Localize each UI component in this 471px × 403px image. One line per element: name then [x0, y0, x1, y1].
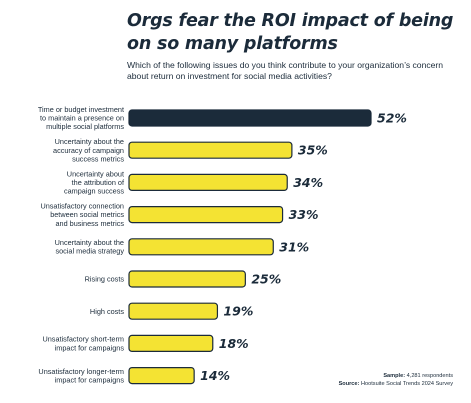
category-label-2: Uncertainty about the accuracy of campaig…	[53, 137, 124, 163]
chart-title: Orgs fear the ROI impact of being on so …	[127, 11, 454, 54]
bar-1	[128, 109, 372, 127]
value-label-4: 33%	[289, 207, 319, 222]
category-label-9: Unsatisfactory longer-term impact for cam…	[38, 367, 124, 385]
source-value: Hootsuite Social Trends 2024 Survey	[360, 381, 453, 387]
category-label-4: Unsatisfactory connection between social …	[40, 202, 124, 228]
bar-6	[128, 270, 246, 288]
source-note: Source: Hootsuite Social Trends 2024 Sur…	[253, 380, 453, 388]
sample-value: 4,281 respondents	[406, 373, 453, 379]
value-label-3: 34%	[293, 175, 323, 190]
bar-4	[128, 206, 284, 224]
bar-2	[128, 141, 293, 159]
value-label-6: 25%	[251, 272, 281, 287]
bar-8	[128, 334, 214, 352]
value-label-5: 31%	[279, 239, 309, 254]
bar-9	[128, 367, 195, 385]
chart-subtitle: Which of the following issues do you thi…	[127, 60, 444, 81]
value-label-7: 19%	[223, 304, 253, 319]
category-label-8: Unsatisfactory short-term impact for camp…	[42, 335, 124, 353]
chart-footer: Sample: 4,281 respondents Source: Hootsu…	[253, 372, 453, 388]
source-label: Source:	[338, 381, 360, 387]
value-label-2: 35%	[298, 143, 328, 158]
category-label-5: Uncertainty about the social media strate…	[55, 238, 125, 256]
category-label-6: Rising costs	[85, 275, 125, 284]
bar-3	[128, 173, 288, 191]
category-label-7: High costs	[90, 307, 124, 316]
sample-label: Sample:	[383, 373, 406, 379]
value-label-9: 14%	[200, 368, 230, 383]
category-label-3: Uncertainty about the attribution of campa…	[64, 169, 125, 195]
bar-7	[128, 302, 219, 320]
value-label-8: 18%	[219, 336, 249, 351]
value-label-1: 52%	[377, 111, 407, 126]
category-label-1: Time or budget investment to maintain a p…	[38, 105, 124, 131]
sample-note: Sample: 4,281 respondents	[253, 372, 453, 380]
bar-5	[128, 238, 274, 256]
